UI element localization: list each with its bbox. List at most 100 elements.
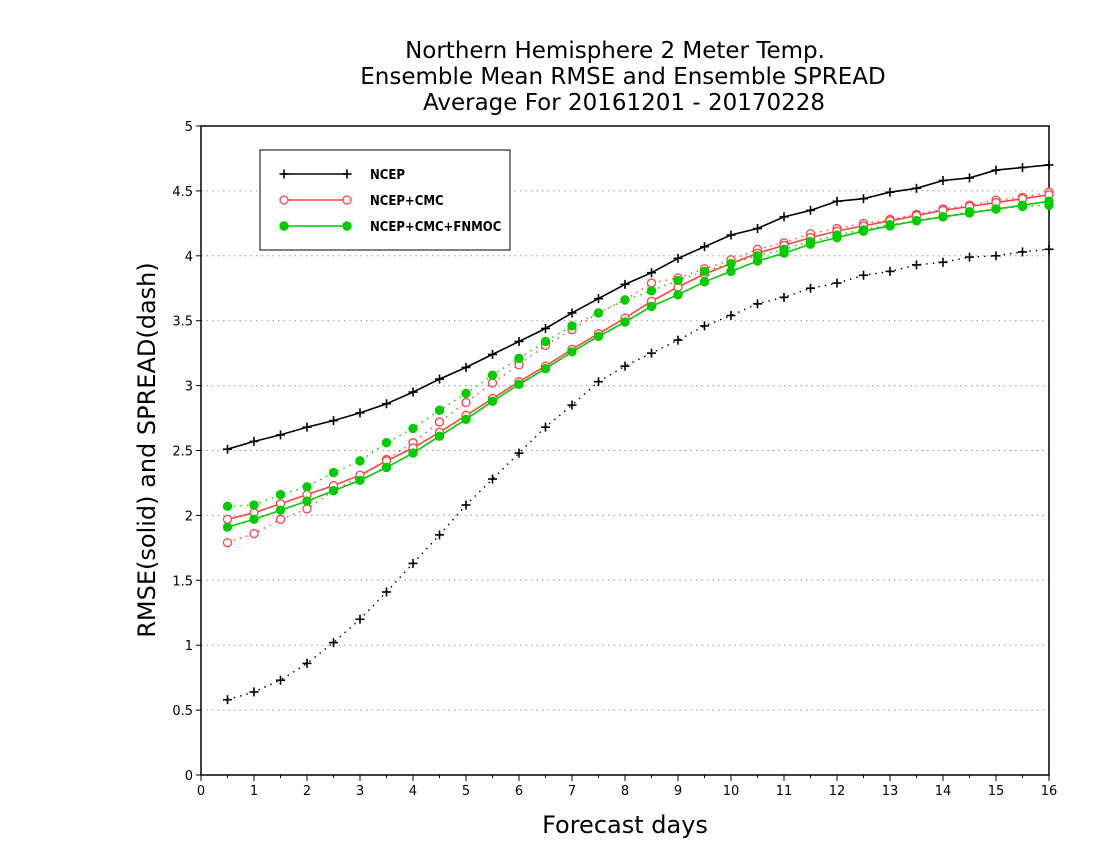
data-point-rmse: [1044, 196, 1054, 206]
legend: NCEP NCEP+CMC NCEP+CMC+FNMOC: [259, 149, 511, 251]
data-point-spread: [222, 538, 233, 548]
y-tick-label: 3: [185, 380, 193, 395]
data-point-rmse: [435, 374, 444, 384]
data-point-spread: [673, 275, 683, 286]
y-tick-label: 0.5: [172, 704, 193, 719]
axis-ticks: 00.511.522.533.544.550 1 2 3 4 5 6 7 8 9 10 11 12 13 1…: [172, 120, 1057, 799]
title-line-3: Average For 20161201 - 20170228: [423, 90, 825, 116]
data-point-rmse: [1044, 160, 1054, 170]
data-point-spread: [514, 448, 524, 458]
data-point-spread: [223, 695, 232, 705]
data-point-spread: [965, 252, 974, 262]
data-point-spread: [646, 286, 657, 296]
x-tick-label: 16: [1041, 784, 1058, 799]
data-point-rmse: [382, 399, 391, 409]
data-point-rmse: [594, 294, 603, 304]
title-line-2: Ensemble Mean RMSE and Ensemble SPREAD: [360, 64, 885, 90]
data-point-rmse: [487, 396, 498, 406]
y-tick-label: 4.5: [172, 185, 193, 200]
x-tick-label: 4: [409, 784, 417, 799]
data-point-rmse: [991, 204, 1001, 214]
data-point-rmse: [699, 277, 710, 287]
data-point-spread: [381, 438, 392, 448]
legend-marker-end: [342, 195, 352, 205]
data-point-rmse: [461, 362, 471, 372]
y-tick-label: 1.5: [172, 574, 193, 589]
data-point-rmse: [752, 256, 763, 266]
data-point-spread: [620, 295, 630, 305]
series-ncep-rmse: [223, 160, 1054, 454]
data-point-rmse: [832, 232, 842, 243]
data-point-rmse: [249, 436, 259, 446]
data-point-spread: [276, 675, 285, 685]
data-point-rmse: [461, 414, 471, 425]
y-axis-title: RMSE(solid) and SPREAD(dash): [133, 262, 161, 638]
data-point-rmse: [567, 347, 577, 357]
data-point-spread: [673, 335, 683, 345]
data-point-spread: [938, 257, 948, 267]
data-point-rmse: [911, 216, 922, 226]
data-point-spread: [461, 397, 471, 408]
data-point-rmse: [753, 224, 762, 234]
x-tick-label: 12: [829, 784, 846, 799]
legend-marker-end: [342, 221, 352, 231]
data-point-rmse: [991, 165, 1001, 175]
data-point-rmse: [222, 522, 233, 532]
series-line-spread: [227, 248, 1050, 701]
data-point-spread: [620, 361, 630, 371]
x-tick-label: 1: [250, 784, 258, 799]
data-point-rmse: [488, 349, 497, 359]
data-point-spread: [249, 500, 259, 510]
data-point-rmse: [858, 226, 869, 236]
series-ncep-cmc-fnmoc-rmse: [222, 196, 1054, 532]
data-point-rmse: [859, 194, 868, 204]
data-point-rmse: [938, 176, 948, 186]
series-ncep-spread: [223, 244, 1054, 705]
data-point-rmse: [806, 205, 815, 215]
data-point-spread: [328, 467, 339, 478]
data-point-spread: [541, 422, 550, 432]
data-point-rmse: [726, 230, 736, 240]
data-point-spread: [434, 405, 445, 415]
data-point-spread: [991, 251, 1001, 261]
x-tick-label: 15: [988, 784, 1005, 799]
x-tick-label: 6: [515, 784, 523, 799]
legend-label: NCEP+CMC: [370, 194, 444, 209]
data-point-spread: [859, 270, 868, 280]
data-point-spread: [249, 528, 259, 539]
data-point-spread: [382, 587, 391, 597]
data-point-rmse: [329, 416, 338, 426]
data-point-rmse: [779, 212, 789, 222]
data-point-spread: [435, 530, 444, 540]
data-point-rmse: [673, 253, 683, 263]
data-point-rmse: [408, 448, 418, 458]
x-tick-label: 14: [935, 784, 952, 799]
data-point-rmse: [302, 422, 312, 432]
data-point-spread: [275, 489, 286, 500]
legend-marker-start: [279, 195, 289, 205]
data-point-spread: [461, 500, 471, 510]
y-tick-label: 5: [185, 120, 193, 135]
data-point-spread: [885, 266, 895, 276]
data-point-rmse: [514, 379, 524, 390]
data-point-rmse: [620, 279, 630, 289]
data-point-rmse: [938, 212, 948, 222]
legend-marker-start: [279, 221, 289, 231]
data-point-rmse: [964, 208, 975, 218]
data-point-spread: [567, 400, 577, 410]
data-point-spread: [355, 614, 365, 624]
x-tick-label: 3: [356, 784, 364, 799]
y-tick-label: 4: [185, 250, 193, 265]
data-point-rmse: [912, 183, 921, 193]
data-point-rmse: [328, 486, 339, 496]
chart-title: Northern Hemisphere 2 Meter Temp. Ensemb…: [360, 38, 885, 116]
data-point-spread: [329, 638, 338, 648]
data-point-spread: [594, 377, 603, 387]
data-point-spread: [753, 299, 762, 309]
x-tick-label: 2: [303, 784, 311, 799]
data-point-spread: [593, 308, 604, 318]
data-point-spread: [726, 258, 736, 269]
data-point-rmse: [673, 290, 683, 300]
grid: [201, 190, 1049, 711]
